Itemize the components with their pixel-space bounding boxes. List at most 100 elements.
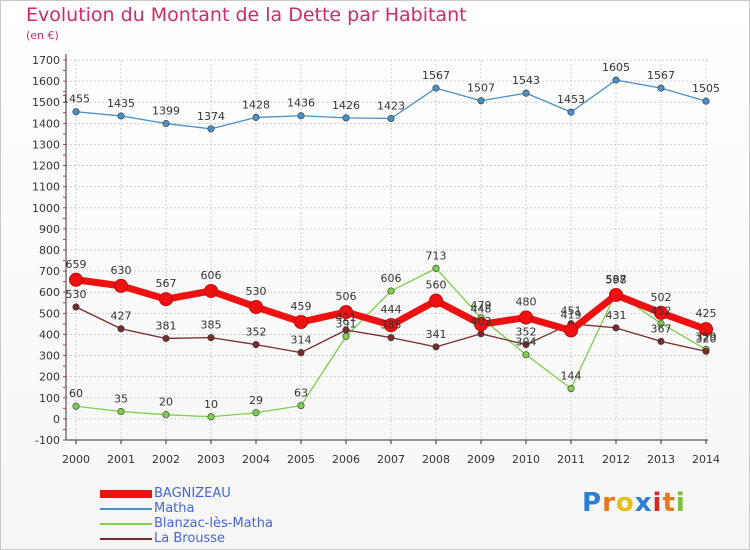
data-label: 1428 <box>242 98 270 111</box>
data-label: 320 <box>696 332 717 345</box>
data-point <box>72 303 80 311</box>
x-tick-label: 2010 <box>512 453 540 466</box>
data-point <box>117 325 125 333</box>
data-label: 506 <box>336 290 357 303</box>
legend-label: BAGNIZEAU <box>154 486 231 501</box>
y-tick-label: 500 <box>39 307 60 320</box>
data-label: 1507 <box>467 82 495 95</box>
data-point <box>339 305 353 320</box>
data-point <box>69 272 83 287</box>
x-tick-label: 2008 <box>422 453 450 466</box>
x-tick-label: 2012 <box>602 453 630 466</box>
data-point <box>522 89 530 97</box>
data-label: 1605 <box>602 61 630 74</box>
data-label: 1374 <box>197 110 225 123</box>
y-tick-label: 1400 <box>32 117 60 130</box>
data-point <box>117 407 125 415</box>
y-tick-label: 1200 <box>32 160 60 173</box>
data-label: 314 <box>291 334 312 347</box>
y-tick-label: 900 <box>39 223 60 236</box>
x-tick-label: 2001 <box>107 453 135 466</box>
data-label: 1455 <box>62 93 90 106</box>
data-label: 10 <box>204 398 218 411</box>
logo-letter: t <box>662 488 676 518</box>
data-point <box>297 402 305 410</box>
y-tick-label: 200 <box>39 371 60 384</box>
data-label: 713 <box>426 249 447 262</box>
data-label: 431 <box>606 309 627 322</box>
data-label: 606 <box>381 272 402 285</box>
data-label: 385 <box>201 319 222 332</box>
data-point <box>114 278 128 293</box>
data-point <box>702 347 710 355</box>
data-label: 459 <box>291 300 312 313</box>
data-point <box>252 113 260 121</box>
data-label: 1399 <box>152 105 180 118</box>
data-point <box>252 409 260 417</box>
data-point <box>522 341 530 349</box>
data-label: 502 <box>651 291 672 304</box>
y-tick-label: 400 <box>39 328 60 341</box>
data-point <box>432 264 440 272</box>
data-label: 425 <box>696 307 717 320</box>
data-label: 421 <box>336 311 357 324</box>
data-label: 530 <box>246 285 267 298</box>
axes: -100 0 100 200 300 400 500 600 700 800 900 1000 1100… <box>32 54 720 466</box>
x-tick-label: 2009 <box>467 453 495 466</box>
legend-label: Matha <box>154 501 195 516</box>
data-point <box>117 112 125 120</box>
data-label: 530 <box>66 288 87 301</box>
logo-letter: x <box>634 488 653 518</box>
data-point <box>612 324 620 332</box>
data-label: 1567 <box>422 69 450 82</box>
logo-letter: r <box>602 488 616 518</box>
grid <box>66 59 708 441</box>
x-tick-label: 2006 <box>332 453 360 466</box>
data-label: 587 <box>606 273 627 286</box>
data-point <box>702 97 710 105</box>
data-label: 567 <box>156 277 177 290</box>
legend-swatch <box>100 490 152 498</box>
y-tick-label: 600 <box>39 286 60 299</box>
data-label: 480 <box>516 296 537 309</box>
data-label: 560 <box>426 279 447 292</box>
data-point <box>657 337 665 345</box>
data-point <box>432 84 440 92</box>
data-point <box>252 341 260 349</box>
data-label: 448 <box>471 302 492 315</box>
data-label: 352 <box>246 326 267 339</box>
data-point <box>162 411 170 419</box>
data-point <box>612 76 620 84</box>
y-tick-label: 1100 <box>32 181 60 194</box>
data-point <box>294 314 308 329</box>
data-point <box>162 120 170 128</box>
data-point <box>297 349 305 357</box>
data-label: 352 <box>516 326 537 339</box>
y-tick-label: 800 <box>39 244 60 257</box>
logo-letter: i <box>652 488 663 518</box>
data-point <box>519 310 533 325</box>
y-tick-label: -100 <box>35 434 60 447</box>
data-label: 391 <box>336 317 357 330</box>
data-point <box>342 332 350 340</box>
data-point <box>564 323 578 338</box>
data-label: 1453 <box>557 93 585 106</box>
data-label: 144 <box>561 369 582 382</box>
data-point <box>654 305 668 320</box>
data-label: 63 <box>294 387 308 400</box>
data-label: 1423 <box>377 99 405 112</box>
data-point <box>522 351 530 359</box>
legend-label: Blanzac-lès-Matha <box>154 516 273 531</box>
data-label: 1435 <box>107 97 135 110</box>
data-label: 1567 <box>647 69 675 82</box>
data-label: 451 <box>561 305 582 318</box>
data-point <box>204 283 218 298</box>
data-label: 1505 <box>692 82 720 95</box>
data-label: 606 <box>201 269 222 282</box>
data-point <box>699 322 713 337</box>
data-label: 60 <box>69 387 83 400</box>
x-tick-label: 2013 <box>647 453 675 466</box>
data-labels: 1455 1435 1399 1374 1428 1436 1426 1423 1567 1507… <box>62 61 720 411</box>
